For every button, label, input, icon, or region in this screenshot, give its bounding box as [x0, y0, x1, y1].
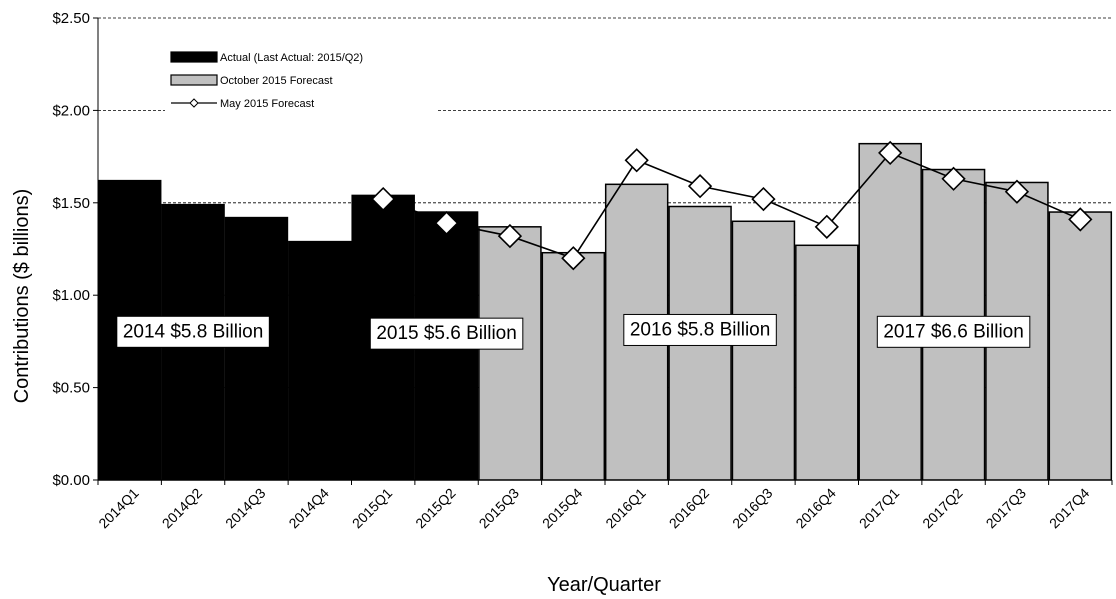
forecast-point-2015Q4 — [561, 246, 586, 271]
legend-label-2: May 2015 Forecast — [220, 98, 314, 110]
forecast-point-2016Q4 — [814, 214, 839, 239]
x-tick-label-2015Q2: 2015Q2 — [412, 485, 459, 532]
annotations: 2014 $5.8 Billion 2015 $5.6 Billion 2016 $… — [116, 313, 1031, 350]
x-tick-label-2015Q3: 2015Q3 — [476, 485, 523, 532]
forecast-point-2015Q1 — [371, 186, 396, 212]
forecast-point-2016Q3 — [751, 186, 776, 212]
annotation-3: 2017 $6.6 Billion — [876, 315, 1031, 348]
y-tick-label: $1.00 — [52, 287, 90, 304]
forecast-line-path — [382, 151, 1081, 260]
annotation-1: 2015 $5.6 Billion — [369, 317, 524, 350]
x-tick-label-2015Q4: 2015Q4 — [539, 485, 586, 532]
bar-2014Q3 — [224, 216, 289, 481]
forecast-point-2016Q1 — [624, 148, 649, 173]
annotation-text: 2017 $6.6 Billion — [883, 321, 1024, 342]
y-tick-labels: $0.00 $0.50 $1.00 $1.50 $2.00 $2.50 — [52, 10, 90, 489]
annotation-box — [116, 315, 270, 348]
bar-2015Q3 — [478, 226, 542, 481]
legend-swatch-1 — [170, 74, 218, 86]
forecast-point-2017Q3 — [1004, 179, 1030, 204]
x-tick-label-2017Q1: 2017Q1 — [856, 485, 903, 532]
bar-2016Q3 — [731, 220, 796, 481]
x-tick-label-2014Q1: 2014Q1 — [95, 485, 142, 532]
bar-2014Q4 — [288, 240, 352, 481]
forecast-point-2015Q3 — [497, 223, 523, 249]
x-tick-label-2017Q2: 2017Q2 — [919, 485, 966, 532]
annotation-box — [369, 317, 524, 350]
bar-2015Q4 — [541, 251, 606, 481]
axes — [93, 17, 1113, 485]
bar-2017Q1 — [858, 142, 922, 481]
annotation-text: 2015 $5.6 Billion — [376, 323, 517, 344]
annotation-box — [876, 315, 1031, 348]
legend-label-0: Actual (Last Actual: 2015/Q2) — [220, 52, 363, 64]
x-tick-label-2017Q3: 2017Q3 — [983, 485, 1030, 532]
forecast-point-2017Q4 — [1068, 207, 1093, 232]
forecast-point-2016Q2 — [687, 174, 713, 199]
annotation-text: 2014 $5.8 Billion — [123, 321, 264, 342]
x-tick-label-2016Q2: 2016Q2 — [666, 485, 713, 532]
forecast-point-2017Q1 — [878, 140, 903, 166]
y-tick-label: $1.50 — [52, 195, 90, 212]
forecast-point-2015Q2 — [434, 210, 459, 236]
x-tick-label-2014Q2: 2014Q2 — [159, 485, 206, 532]
bar-2016Q4 — [795, 244, 859, 481]
bars — [97, 142, 1113, 481]
forecast-line — [371, 140, 1093, 271]
x-tick-label-2016Q1: 2016Q1 — [602, 485, 649, 532]
x-tick-label-2017Q4: 2017Q4 — [1046, 485, 1093, 532]
legend-label-1: October 2015 Forecast — [220, 75, 333, 87]
annotation-0: 2014 $5.8 Billion — [116, 315, 270, 348]
forecast-point-2017Q2 — [941, 166, 966, 191]
annotation-2: 2016 $5.8 Billion — [623, 313, 777, 346]
x-axis-title: Year/Quarter — [547, 574, 661, 596]
x-tick-label-2015Q1: 2015Q1 — [349, 485, 396, 532]
x-tick-labels: 2014Q1 2014Q2 2014Q3 2014Q4 2015Q1 2015Q2 2015… — [95, 485, 1092, 532]
legend-swatch-0 — [170, 51, 218, 63]
annotation-box — [623, 313, 777, 346]
x-tick-label-2014Q4: 2014Q4 — [285, 485, 332, 532]
legend-diamond-marker — [189, 98, 199, 108]
bar-2017Q4 — [1048, 211, 1113, 481]
annotation-text: 2016 $5.8 Billion — [630, 319, 771, 340]
legend: Actual (Last Actual: 2015/Q2) October 201… — [165, 44, 438, 120]
x-tick-label-2016Q4: 2016Q4 — [792, 485, 839, 532]
y-tick-label: $2.50 — [52, 10, 90, 27]
x-tick-label-2016Q3: 2016Q3 — [729, 485, 776, 532]
y-axis-title: Contributions ($ billions) — [11, 189, 33, 404]
y-tick-label: $0.50 — [52, 380, 90, 397]
y-tick-label: $2.00 — [52, 102, 90, 119]
x-tick-label-2014Q3: 2014Q3 — [222, 485, 269, 532]
y-tick-label: $0.00 — [52, 472, 90, 489]
